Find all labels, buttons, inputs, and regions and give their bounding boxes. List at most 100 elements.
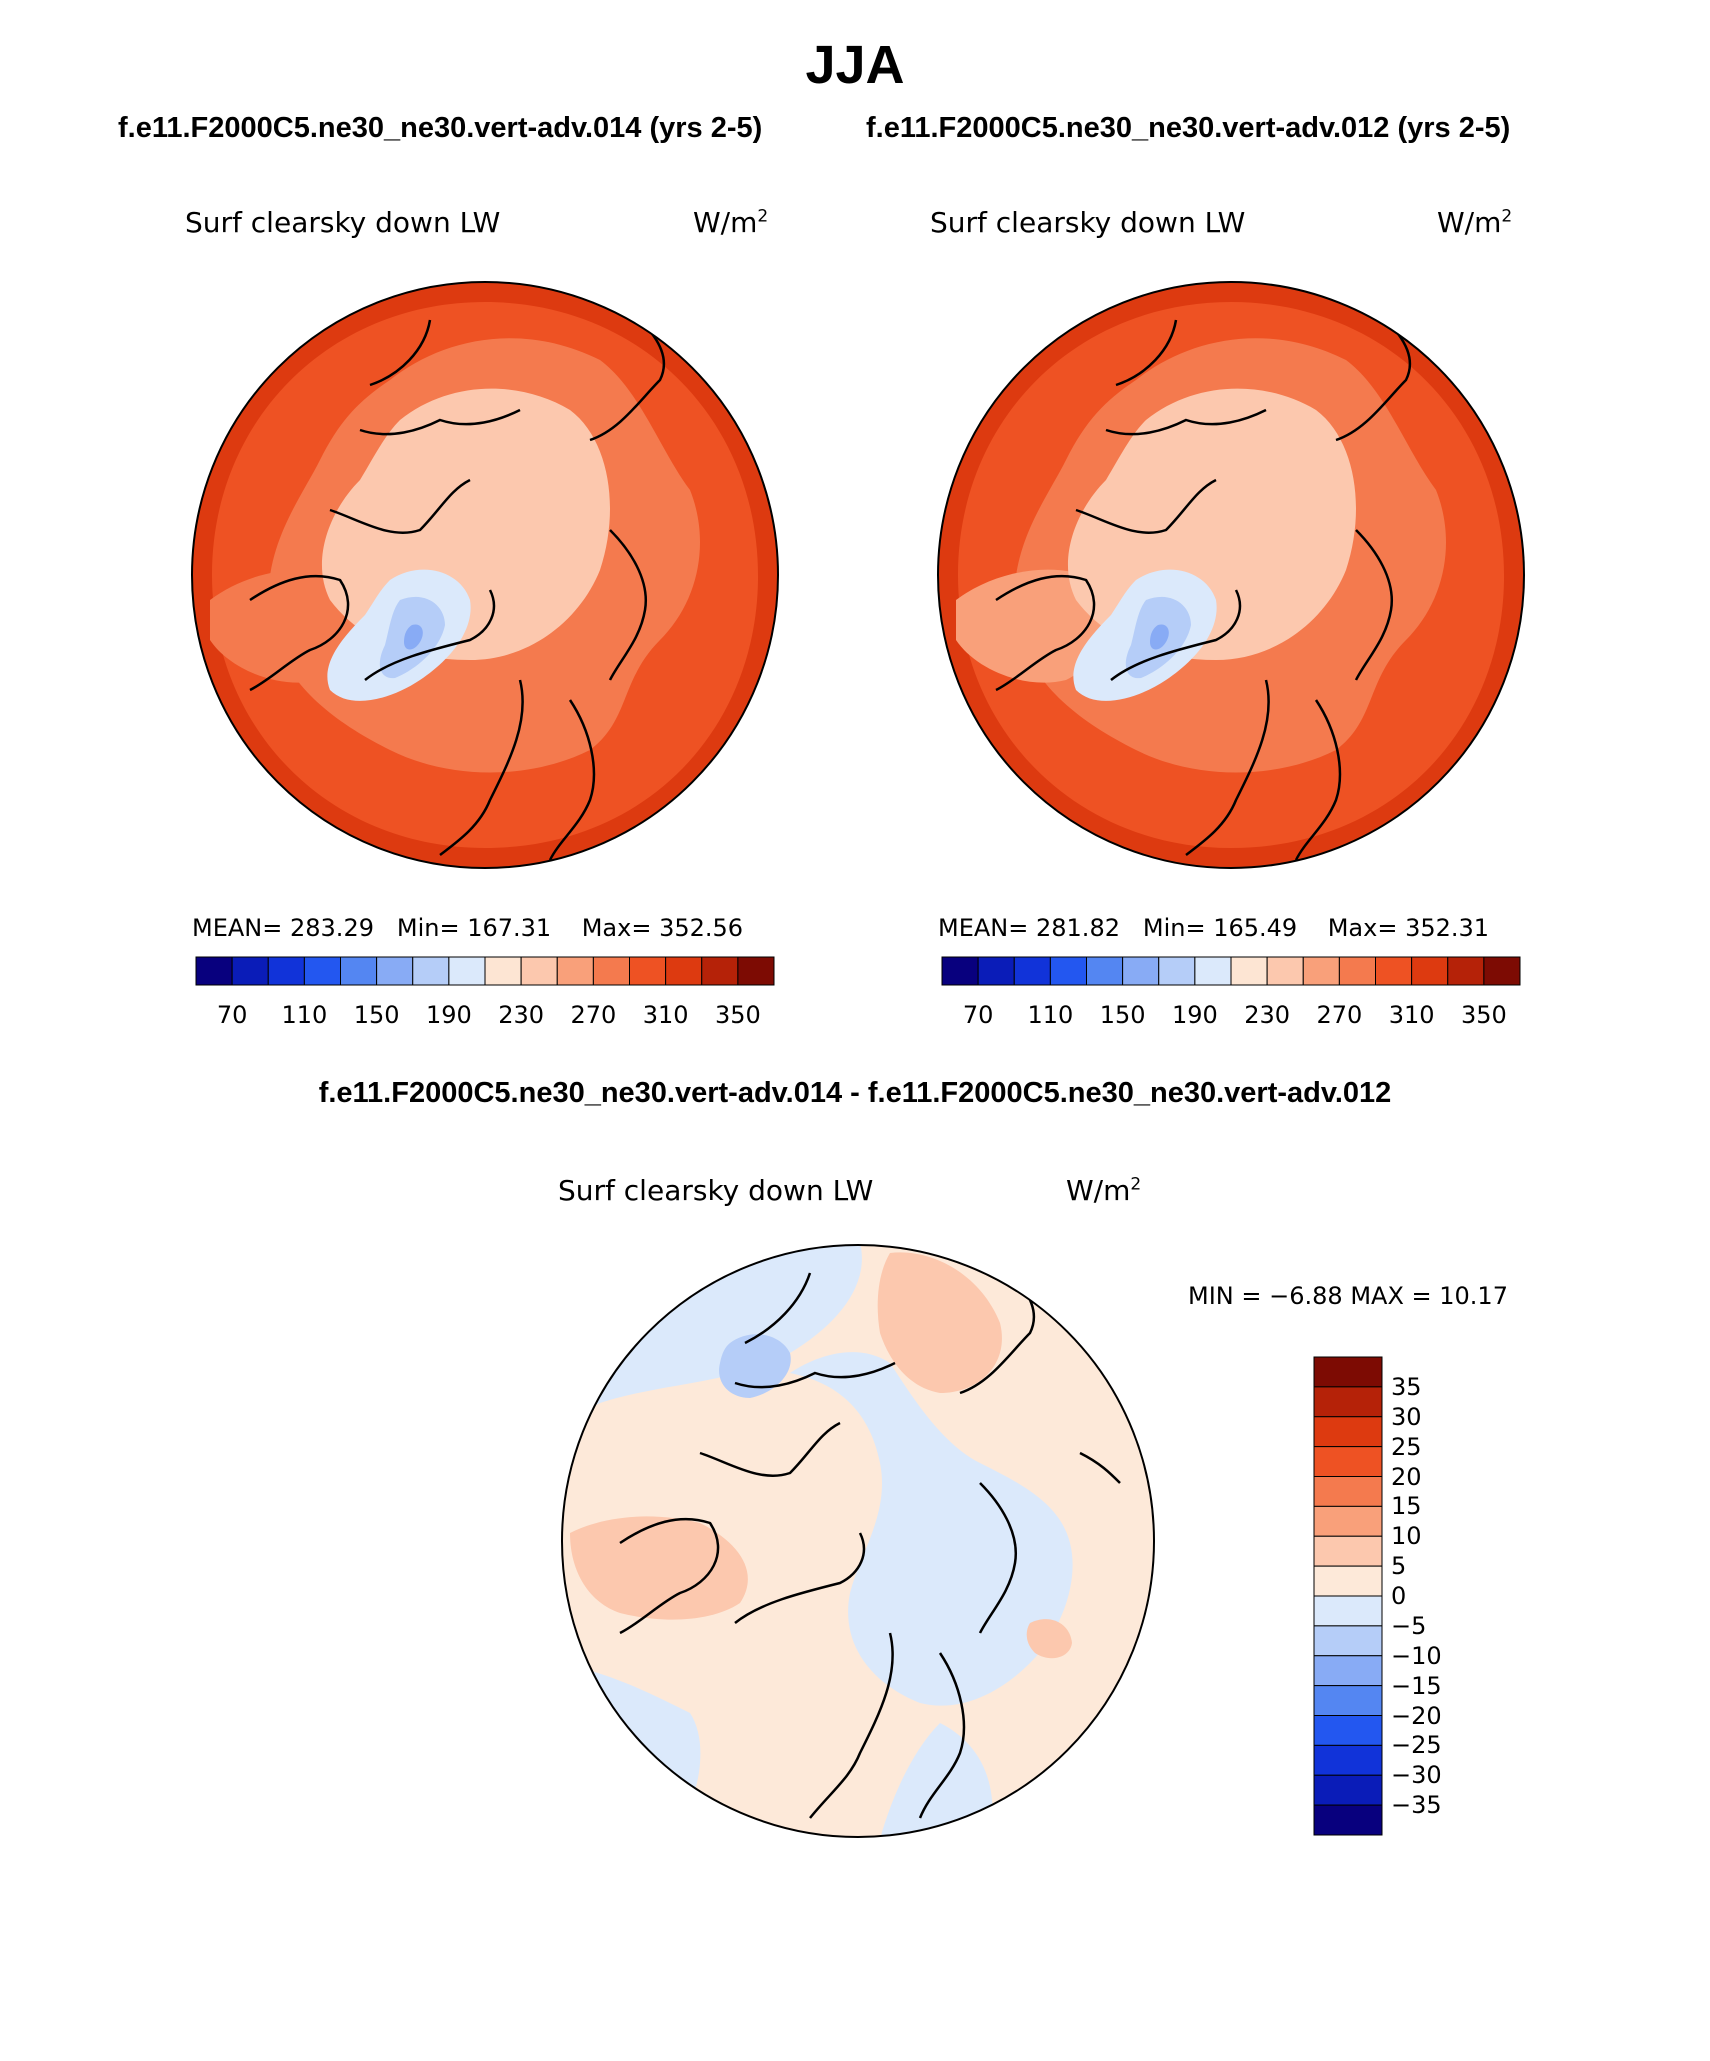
difference-colorbar-tick-label: −25 [1391, 1731, 1442, 1760]
panel-2-colorbar-swatch [941, 956, 979, 986]
difference-colorbar-swatch [1313, 1476, 1383, 1507]
panel-2-units: W/m2 [1437, 206, 1513, 239]
panel-2-colorbar-swatch [1266, 956, 1304, 986]
panel-1-colorbar-swatch [629, 956, 667, 986]
panel-1-colorbar-swatch [592, 956, 630, 986]
diff-field-positive-east [1026, 1619, 1072, 1659]
panel-1-colorbar-swatch [665, 956, 703, 986]
difference-colorbar-tick-label: −10 [1391, 1641, 1442, 1670]
difference-colorbar-swatch [1313, 1744, 1383, 1776]
panel-2-colorbar-swatch [1302, 956, 1340, 986]
panel-1-colorbar-swatch [484, 956, 522, 986]
diff-field-negative-central [790, 1352, 1073, 1706]
field-greenland-core [404, 624, 423, 650]
panel-2-max-value: 352.31 [1405, 914, 1490, 942]
panel-1-colorbar-swatch [267, 956, 305, 986]
page-title: JJA [805, 35, 905, 95]
panel-2-variable-label: Surf clearsky down LW [930, 206, 1246, 239]
panel-2-colorbar-swatch [1447, 956, 1485, 986]
panel-2-min-value: 165.49 [1213, 914, 1298, 942]
difference-colorbar-swatch [1313, 1715, 1383, 1746]
panel-1-colorbar-swatch [448, 956, 486, 986]
diff-coastline [619, 1272, 1121, 1819]
panel-2-colorbar-swatch [1230, 956, 1268, 986]
difference-colorbar-tick-label: 15 [1391, 1492, 1422, 1521]
difference-colorbar-tick-label: 30 [1391, 1402, 1422, 1431]
panel-2-colorbar-swatch [1122, 956, 1160, 986]
difference-colorbar [1313, 1356, 1383, 1836]
panel-1-colorbar-swatch [231, 956, 269, 986]
panel-1-stats: MEAN= 283.29 Min= 167.31 Max= 352.56 [192, 914, 744, 942]
panel-1-case-title: f.e11.F2000C5.ne30_ne30.vert-adv.014 (yr… [118, 112, 763, 144]
panel-2-colorbar-tick-label: 110 [1027, 1001, 1074, 1029]
difference-min-max: MIN = −6.88 MAX = 10.17 [1188, 1282, 1508, 1310]
field-north-america [210, 569, 365, 683]
panel-2-colorbar-tick-label: 70 [962, 1001, 994, 1029]
panel-1-colorbar-swatch [376, 956, 414, 986]
panel-1-colorbar-swatch [556, 956, 594, 986]
panel-2-colorbar-swatch [1194, 956, 1232, 986]
panel-2-colorbar-swatch [1013, 956, 1051, 986]
difference-min-value: −6.88 [1269, 1282, 1343, 1310]
panel-2-polar-map [937, 281, 1525, 869]
difference-colorbar-tick-label: 0 [1391, 1582, 1407, 1610]
panel-1-colorbar-tick-label: 270 [570, 1001, 617, 1029]
difference-colorbar-swatch [1313, 1505, 1383, 1537]
difference-colorbar-swatch [1313, 1804, 1383, 1836]
panel-2-colorbar-swatch [1411, 956, 1449, 986]
panel-1-variable-label: Surf clearsky down LW [185, 206, 501, 239]
difference-colorbar-tick-label: 35 [1391, 1372, 1422, 1401]
panel-1-mean-value: 283.29 [290, 914, 374, 942]
panel-1-colorbar-swatch [412, 956, 450, 986]
panel-2-stats: MEAN= 281.82 Min= 165.49 Max= 352.31 [938, 914, 1490, 942]
panel-1-colorbar-tick-label: 110 [281, 1001, 328, 1029]
diff-field-strong-negative [719, 1334, 791, 1398]
difference-title: f.e11.F2000C5.ne30_ne30.vert-adv.014 - f… [318, 1077, 1392, 1109]
panel-2-colorbar [941, 956, 1521, 986]
panel-2-map-border [937, 281, 1525, 869]
difference-polar-map [561, 1244, 1155, 1838]
panel-2-colorbar-tick-label: 190 [1171, 1001, 1218, 1029]
difference-units: W/m2 [1066, 1174, 1142, 1207]
field-north-america [956, 569, 1111, 683]
difference-colorbar-swatch [1313, 1625, 1383, 1657]
panel-1-polar-map [191, 281, 779, 869]
panel-1-colorbar-swatch [520, 956, 558, 986]
panel-2-mean-value: 281.82 [1036, 914, 1120, 942]
panel-1-units: W/m2 [693, 206, 769, 239]
difference-colorbar-swatch [1313, 1416, 1383, 1448]
difference-colorbar-tick-label: 20 [1391, 1462, 1422, 1491]
panel-2-case-title: f.e11.F2000C5.ne30_ne30.vert-adv.012 (yr… [866, 112, 1511, 144]
difference-colorbar-swatch [1313, 1386, 1383, 1418]
difference-colorbar-tick-label: −30 [1391, 1761, 1442, 1790]
panel-2-colorbar-swatch [1338, 956, 1376, 986]
panel-1-colorbar-swatch [340, 956, 378, 986]
panel-1-colorbar-swatch [701, 956, 739, 986]
panel-1-colorbar-tick-label: 230 [498, 1001, 545, 1029]
panel-2-colorbar-swatch [1049, 956, 1087, 986]
panel-2-colorbar-swatch [1158, 956, 1196, 986]
panel-1-colorbar [195, 956, 775, 986]
coastline [249, 319, 666, 861]
panel-1-colorbar-swatch [737, 956, 775, 986]
difference-colorbar-swatch [1313, 1655, 1383, 1687]
panel-1-colorbar-swatch [303, 956, 341, 986]
panel-1-colorbar-tick-label: 310 [642, 1001, 689, 1029]
difference-colorbar-swatch [1313, 1446, 1383, 1477]
panel-2-colorbar-swatch [1086, 956, 1124, 986]
diff-field-negative-southeast [880, 1723, 993, 1837]
difference-map-border [561, 1244, 1155, 1838]
difference-colorbar-tick-label: 10 [1391, 1522, 1422, 1551]
difference-variable-label: Surf clearsky down LW [558, 1174, 874, 1207]
panel-2-colorbar-tick-label: 350 [1460, 1001, 1507, 1029]
panel-2-colorbar-swatch [1483, 956, 1521, 986]
panel-2-colorbar-swatch [1375, 956, 1413, 986]
panel-1-min-value: 167.31 [467, 914, 552, 942]
coastline [995, 319, 1412, 861]
panel-1-colorbar-tick-label: 350 [714, 1001, 761, 1029]
difference-max-value: 10.17 [1439, 1282, 1508, 1310]
difference-colorbar-tick-label: −20 [1391, 1701, 1442, 1730]
difference-colorbar-tick-label: 25 [1391, 1432, 1422, 1461]
difference-colorbar-swatch [1313, 1595, 1383, 1627]
panel-1-colorbar-tick-label: 150 [353, 1001, 400, 1029]
